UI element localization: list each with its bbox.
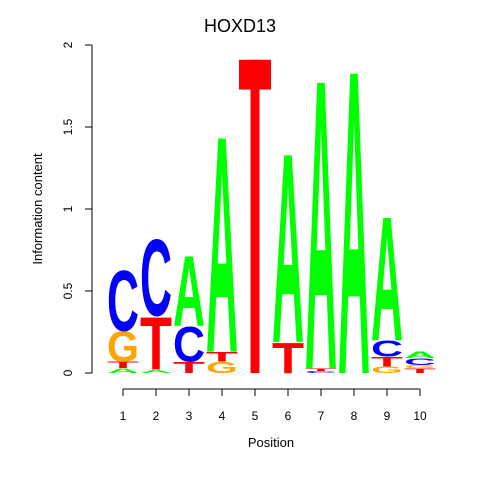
logo-letter-A: A xyxy=(206,72,238,418)
logo-letter-T: T xyxy=(140,301,172,386)
logo-letter-A: A xyxy=(107,367,139,375)
x-tick-label: 1 xyxy=(120,409,127,423)
logo-letter-C: C xyxy=(371,337,403,362)
logo-letter-C: C xyxy=(140,216,172,339)
x-tick-label: 5 xyxy=(252,409,259,423)
x-tick-label: 3 xyxy=(186,409,193,423)
logo-letter-A: A xyxy=(371,181,403,379)
logo-letter-stem xyxy=(250,59,260,373)
logo-letter-A: A xyxy=(338,0,370,466)
y-tick-label: 2 xyxy=(61,41,75,48)
x-tick-label: 4 xyxy=(219,409,226,423)
logo-letter-A: A xyxy=(305,0,337,457)
chart-title: HOXD13 xyxy=(204,16,276,36)
logo-letter-T: T xyxy=(107,360,139,370)
logo-letter-A: A xyxy=(173,236,205,347)
x-tick-label: 8 xyxy=(351,409,358,423)
logo-letter-C: C xyxy=(107,252,139,349)
x-axis-label: Position xyxy=(248,435,294,450)
logo-letter-C: C xyxy=(404,357,436,367)
y-axis-label: Information content xyxy=(30,153,45,265)
logo-letter-T: T xyxy=(272,335,304,383)
x-tick-label: 6 xyxy=(285,409,292,423)
y-axis: 0 0.5 1 1.5 2 xyxy=(61,41,93,376)
y-tick-label: 0 xyxy=(61,369,75,376)
logo-letter-C: C xyxy=(305,371,337,374)
logo-letter-T: T xyxy=(206,349,238,364)
logo-letter-A: A xyxy=(140,369,172,374)
y-tick-label: 1 xyxy=(61,205,75,212)
logo-letter-G: G xyxy=(404,364,436,369)
logo-letter-A: A xyxy=(272,98,304,401)
logo-letter-T: T xyxy=(371,354,403,369)
x-axis: 1 2 3 4 5 6 7 8 9 10 xyxy=(120,388,427,423)
logo-letter-T: T xyxy=(305,367,337,372)
logo-letter-A: A xyxy=(404,350,436,360)
logo-letter-C: C xyxy=(173,317,205,373)
logo-letter-T xyxy=(239,59,271,373)
logo-letter-G: G xyxy=(107,323,139,371)
x-tick-label: 9 xyxy=(384,409,391,423)
x-tick-label: 7 xyxy=(318,409,325,423)
logo-letter-G: G xyxy=(371,365,403,375)
logo-letter-T: T xyxy=(404,367,436,375)
logo-letter-G: G xyxy=(206,359,238,377)
x-tick-label: 10 xyxy=(413,409,427,423)
x-tick-label: 2 xyxy=(153,409,160,423)
logo-letter-T: T xyxy=(173,359,205,377)
y-tick-label: 1.5 xyxy=(61,118,75,135)
y-tick-label: 0.5 xyxy=(61,282,75,299)
